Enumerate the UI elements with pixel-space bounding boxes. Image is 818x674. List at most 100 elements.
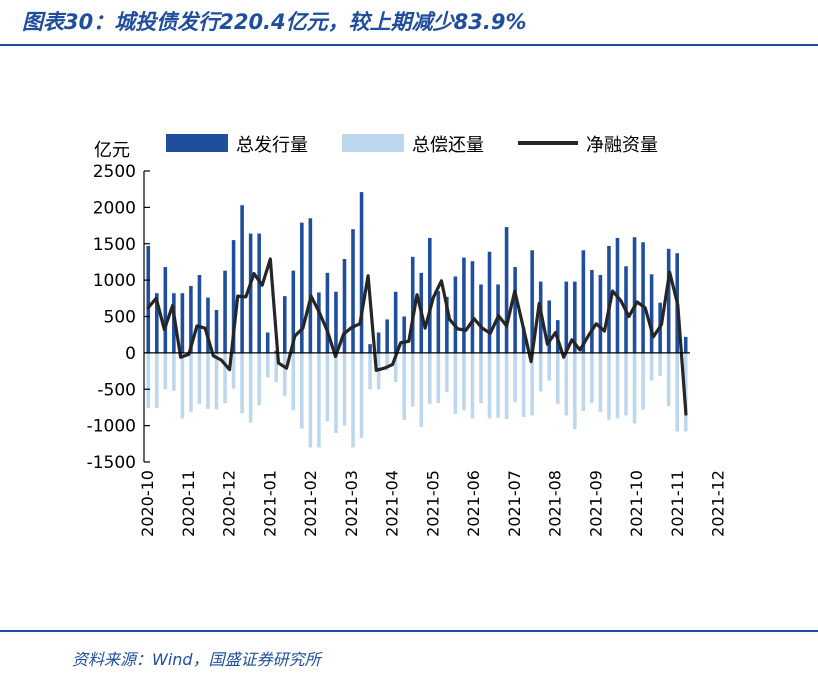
- repayment-bar: [547, 352, 552, 381]
- repayment-bar: [163, 352, 168, 390]
- repayment-bar: [658, 352, 662, 377]
- issuance-bar: [291, 270, 296, 353]
- net-financing-polyline: [146, 257, 688, 416]
- x-tick-label: 2021-03: [342, 470, 361, 537]
- repayment-bar: [223, 352, 227, 404]
- repayment-bar: [487, 352, 492, 419]
- issuance-bar: [513, 267, 517, 353]
- issuance-bar: [453, 276, 458, 353]
- repayment-bar: [317, 352, 321, 448]
- repayment-bar: [615, 352, 620, 419]
- repayment-bar: [334, 352, 338, 433]
- issuance-bar: [607, 245, 611, 353]
- issuance-bar: [351, 229, 355, 353]
- issuance-bar: [683, 336, 688, 353]
- legend-swatch-repayment: [342, 134, 404, 152]
- y-tick-label: 0: [125, 344, 136, 364]
- repayment-bar: [607, 352, 611, 420]
- repayment-bar: [419, 352, 424, 428]
- issuance-bar: [325, 272, 330, 353]
- repayment-bar: [325, 352, 330, 422]
- title-rule: [0, 44, 818, 46]
- legend-swatch-issuance: [166, 134, 228, 152]
- issuance-bar: [265, 332, 270, 353]
- issuance-bar: [573, 281, 577, 353]
- issuance-bar: [300, 222, 304, 353]
- y-tick-label: -1500: [87, 453, 136, 473]
- repayment-bar: [342, 352, 347, 426]
- repayment-bar: [172, 352, 176, 391]
- repayment-bar: [248, 352, 253, 423]
- repayment-bar: [632, 352, 637, 424]
- repayment-bar: [496, 352, 500, 418]
- issuance-bar: [317, 292, 321, 353]
- legend-label-repayment: 总偿还量: [412, 135, 484, 156]
- repayment-bar: [180, 352, 185, 419]
- repayment-bar: [445, 352, 449, 393]
- repayment-bar: [410, 352, 415, 407]
- x-tick-label: 2021-12: [709, 470, 728, 537]
- x-tick-label: 2021-02: [301, 470, 320, 537]
- issuance-bar: [385, 319, 389, 353]
- repayment-bar: [231, 352, 236, 389]
- repayment-bar: [564, 352, 569, 416]
- repayment-bar: [436, 352, 441, 404]
- repayment-bar: [590, 352, 594, 404]
- issuance-bar: [487, 251, 492, 353]
- repayment-bar: [624, 352, 628, 416]
- repayment-bar: [479, 352, 483, 404]
- repayment-bar: [402, 352, 406, 420]
- issuance-bar: [342, 259, 347, 353]
- repayment-bar: [428, 352, 432, 404]
- x-tick-label: 2020-11: [179, 470, 198, 537]
- repayment-bar: [555, 352, 560, 404]
- x-tick-label: 2020-12: [220, 470, 239, 537]
- repayment-bar: [189, 352, 193, 412]
- repayment-bar: [197, 352, 202, 404]
- x-tick-label: 2021-08: [546, 470, 565, 537]
- issuance-bar: [197, 275, 202, 353]
- issuance-bar: [428, 237, 432, 353]
- repayment-bar: [462, 352, 466, 411]
- repayment-bar: [470, 352, 475, 419]
- repayment-bar: [666, 352, 671, 406]
- issuance-bar: [470, 261, 475, 353]
- issuance-bar: [368, 344, 372, 353]
- repayment-bar: [240, 352, 244, 414]
- issuance-bar: [376, 332, 381, 353]
- issuance-bar: [649, 274, 654, 353]
- issuance-bar: [479, 284, 483, 353]
- x-tick-label: 2021-10: [627, 470, 646, 537]
- issuance-bar: [155, 293, 159, 353]
- x-tick-label: 2021-11: [668, 470, 687, 537]
- issuance-bar: [530, 250, 534, 353]
- repayment-bar: [300, 352, 304, 429]
- issuance-bar: [402, 316, 406, 353]
- figure-title: 图表30：城投债发行220.4亿元，较上期减少83.9%: [22, 10, 527, 34]
- repayment-bar: [641, 352, 645, 410]
- repayment-bar: [573, 352, 577, 430]
- x-tick-label: 2021-09: [586, 470, 605, 537]
- repayment-bar: [538, 352, 543, 392]
- y-tick-label: 1000: [93, 271, 136, 291]
- repayment-bar: [385, 352, 389, 371]
- x-tick-label: 2021-04: [383, 470, 402, 537]
- repayment-bar: [146, 352, 151, 409]
- issuance-bar: [206, 297, 210, 353]
- issuance-bar: [521, 327, 526, 353]
- y-tick-label: 1500: [93, 235, 136, 255]
- legend-label-issuance: 总发行量: [236, 135, 308, 156]
- repayment-bar: [521, 352, 526, 417]
- net-financing-line: [146, 257, 688, 416]
- issuance-bar: [257, 233, 261, 353]
- repayment-bar: [351, 352, 355, 448]
- y-tick-label: -500: [97, 380, 136, 400]
- issuance-bar: [581, 250, 586, 353]
- repayment-bar: [513, 352, 517, 403]
- issuance-bar: [393, 291, 398, 353]
- issuance-bar: [248, 233, 253, 353]
- issuance-bar: [282, 296, 287, 353]
- repayment-bar: [155, 352, 159, 409]
- issuance-bar: [180, 293, 185, 353]
